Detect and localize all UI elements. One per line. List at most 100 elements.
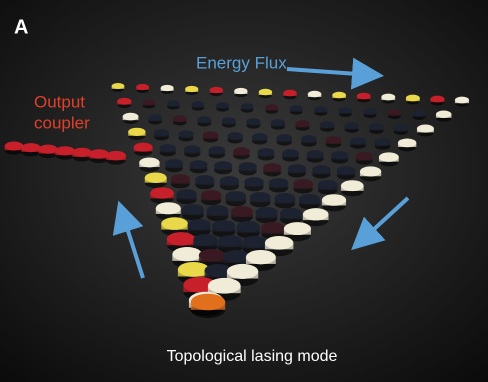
disc	[154, 129, 169, 136]
disc	[369, 123, 383, 130]
disc	[242, 236, 266, 248]
disc	[339, 107, 352, 113]
disc	[134, 143, 153, 152]
disc	[406, 95, 420, 102]
disc	[176, 189, 196, 199]
disc	[379, 152, 399, 162]
disc	[161, 85, 174, 91]
disc	[167, 232, 195, 245]
disc	[172, 247, 202, 261]
disc	[112, 83, 125, 89]
disc	[256, 207, 278, 218]
disc	[216, 102, 229, 108]
disc	[436, 111, 452, 118]
disc	[417, 124, 434, 132]
disc	[167, 100, 179, 106]
disc	[193, 234, 217, 246]
disc	[326, 136, 342, 144]
disc	[231, 206, 253, 216]
disc	[337, 166, 355, 175]
disc	[182, 204, 204, 214]
disc	[165, 159, 183, 167]
disc	[275, 193, 296, 203]
disc	[269, 178, 288, 187]
page: A Energy Flux Output coupler Topological…	[0, 0, 488, 382]
disc	[210, 87, 223, 93]
disc	[246, 250, 276, 264]
disc	[178, 262, 209, 277]
disc	[239, 162, 257, 171]
disc	[356, 152, 373, 160]
disc	[106, 151, 126, 160]
disc	[208, 278, 241, 294]
disc	[290, 105, 303, 111]
disc	[345, 122, 359, 129]
disc	[199, 249, 225, 261]
disc	[360, 166, 381, 176]
disc	[212, 220, 235, 231]
disc	[22, 143, 41, 152]
disc	[234, 88, 247, 94]
disc	[295, 120, 309, 127]
disc	[350, 137, 366, 145]
disc	[123, 113, 139, 121]
disc	[171, 174, 190, 183]
disc	[72, 148, 91, 157]
disc	[89, 149, 109, 158]
disc	[38, 145, 57, 154]
disc	[312, 165, 330, 174]
caption: Topological lasing mode	[167, 348, 338, 365]
disc	[244, 177, 263, 186]
disc	[150, 187, 173, 198]
disc	[156, 202, 181, 214]
disc	[197, 116, 211, 123]
disc	[284, 222, 311, 235]
disc	[259, 89, 272, 95]
disc	[178, 130, 193, 137]
disc	[173, 115, 187, 122]
disc	[388, 109, 401, 115]
disc	[375, 138, 391, 146]
disc	[280, 208, 302, 219]
disc	[190, 160, 208, 169]
disc	[139, 158, 159, 168]
disc	[207, 205, 229, 215]
disc	[314, 106, 327, 112]
disc	[117, 98, 131, 105]
disc	[185, 86, 198, 92]
disc	[341, 180, 364, 191]
disc	[214, 161, 232, 170]
disc	[184, 145, 200, 153]
disc	[293, 179, 312, 188]
disc	[363, 108, 376, 114]
disc	[201, 190, 221, 200]
disc	[455, 97, 469, 104]
disc	[398, 138, 416, 147]
disc	[322, 194, 346, 206]
disc	[223, 250, 249, 262]
disc	[303, 208, 329, 220]
disc	[331, 151, 348, 159]
disc	[332, 92, 346, 99]
disc	[233, 147, 250, 155]
disc	[218, 235, 242, 247]
disc	[195, 175, 214, 184]
disc	[307, 150, 324, 158]
disc	[263, 163, 281, 172]
disc	[250, 192, 271, 202]
disc	[318, 180, 338, 189]
disc	[220, 176, 239, 185]
disc	[145, 172, 167, 183]
disc	[241, 103, 254, 109]
output-coupler-label: coupler	[34, 113, 90, 132]
disc	[160, 144, 176, 152]
disc	[258, 148, 275, 156]
disc	[277, 134, 292, 141]
disc	[301, 135, 317, 142]
disc	[222, 117, 236, 124]
disc	[188, 219, 211, 230]
disc	[225, 191, 246, 201]
disc	[237, 221, 260, 232]
disc	[5, 142, 24, 151]
disc	[55, 146, 74, 155]
